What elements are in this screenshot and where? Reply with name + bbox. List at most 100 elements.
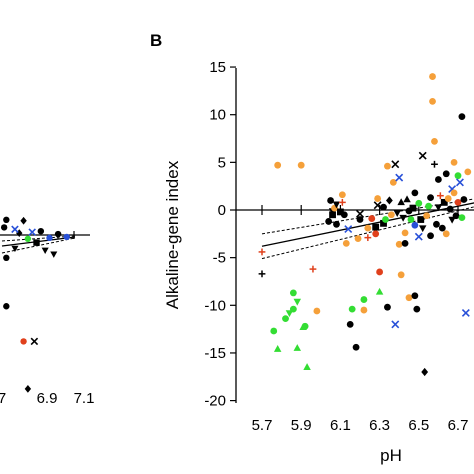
data-point [411,189,419,197]
data-point [346,320,354,328]
data-point [293,344,302,351]
data-point [442,170,450,178]
data-point [442,230,450,238]
panel-a-data-point [3,303,10,310]
x-axis-title: pH [380,446,402,465]
data-point [429,97,436,105]
data-point [372,230,380,238]
data-point [458,113,466,121]
y-axis-title: Alkaline-gene index [163,160,182,309]
data-point [342,239,350,247]
data-point [274,161,282,169]
data-point [427,194,434,202]
data-point [461,308,470,317]
panel-a-data-point [24,385,32,393]
panel-a-data-point [30,337,39,346]
data-point [460,196,468,203]
panel-a-data-point [24,235,32,242]
data-point [429,73,436,80]
x-tick-label: 6.7 [448,417,469,434]
panel-a-confidence-band-upper [1,235,76,242]
x-tick-label: 6.1 [330,417,351,434]
data-point [380,219,387,227]
panel-b-plot: B Alkaline-gene index pH 15 10 5 0 -5 -10 -15 -… [150,31,474,465]
data-point [364,234,372,242]
y-tick-label: -5 [213,250,226,267]
panel-a-data-point [41,247,49,255]
data-point [391,320,400,329]
y-tick-label: 10 [209,107,226,124]
panel-a-data-point [11,245,19,253]
data-point [348,305,356,313]
panel-a-data-point [33,239,40,246]
data-point [407,216,415,223]
data-point [384,162,391,170]
data-point [360,306,368,314]
data-point [333,220,340,228]
data-point [450,158,458,166]
data-point [389,178,397,186]
data-point [418,225,427,233]
data-point [352,343,360,351]
data-point [297,161,305,169]
data-point [380,203,387,211]
data-point [397,271,405,279]
data-point [344,225,353,234]
data-point [356,209,364,218]
data-point [325,218,333,225]
data-point [433,220,440,228]
panel-a-plot: 7 6.9 7.1 [0,216,95,407]
data-point [435,176,442,183]
y-tick-label: -20 [204,393,226,410]
data-point [313,307,321,315]
data-point [438,224,446,232]
data-point [413,305,421,313]
data-point [421,367,429,377]
data-point [285,310,294,318]
data-point [411,292,419,300]
data-point [397,198,405,206]
data-point [376,268,383,276]
data-point [401,239,409,247]
panel-a-data-point [37,228,45,235]
data-point [327,197,334,204]
y-tick-label: -15 [204,345,226,362]
data-point [289,289,297,297]
data-point [414,232,423,241]
data-point [415,199,423,207]
panel-a-data-point [28,228,36,236]
data-point [417,216,425,223]
data-point [401,229,409,237]
data-point [403,195,411,203]
data-point [452,212,460,220]
data-point [425,202,432,210]
data-point [270,327,278,335]
x-tick-label: 5.7 [252,417,273,434]
data-point [431,160,438,168]
x-tick-label: 5.9 [291,417,312,434]
data-point [386,196,393,205]
data-point [427,232,434,240]
data-point [395,173,404,182]
panel-a-data-point [46,234,53,242]
panel-a-data-point [54,230,62,238]
data-point [375,287,384,295]
y-tick-label: 15 [209,59,226,76]
confidence-band-lower [261,206,474,260]
panel-a-data-point [3,216,10,223]
x-tick-label: 6.3 [369,417,390,434]
data-point [293,298,302,306]
data-point [354,235,362,242]
data-point [368,215,376,222]
data-point [454,198,462,206]
data-point [301,322,309,330]
data-point [273,345,282,352]
data-point [282,315,289,323]
data-point [356,216,364,223]
data-point [444,195,452,202]
data-point [364,224,372,232]
panel-a-x-tick-label: 7.1 [74,390,95,407]
data-point [338,198,346,206]
data-point [393,210,401,217]
